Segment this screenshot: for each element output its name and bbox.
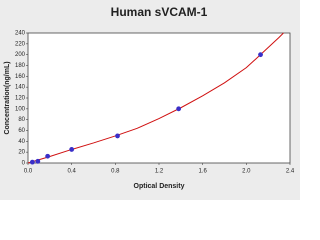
y-tick-label: 180 [15,63,26,69]
fit-curve [27,32,284,164]
x-tick-label: 1.6 [198,169,207,175]
chart-title: Human sVCAM-1 [111,5,208,19]
x-tick-label: 0.0 [24,169,33,175]
y-tick-label: 100 [15,106,26,112]
data-point [35,158,41,164]
x-tick-label: 1.2 [155,169,164,175]
y-tick-label: 80 [18,117,25,123]
data-point [45,153,51,159]
x-axis-label: Optical Density [134,183,185,190]
y-tick-label: 220 [15,41,26,47]
plot-area [27,32,291,164]
data-point [69,147,75,152]
y-tick-label: 60 [18,128,25,134]
y-axis-label: Concentration(ng/mL) [4,61,11,134]
x-tick-label: 0.8 [111,169,120,175]
y-tick-label: 0 [22,161,26,167]
y-tick-label: 240 [15,31,26,37]
x-tick-label: 2.4 [286,169,295,175]
y-tick-label: 200 [15,52,26,58]
y-tick-label: 140 [15,85,26,91]
data-point [115,133,120,139]
y-tick-label: 120 [15,96,26,102]
y-tick-label: 160 [15,74,26,80]
x-tick-label: 0.4 [67,169,76,175]
data-point [29,159,35,165]
x-tick-label: 2.0 [242,169,251,175]
data-point [176,106,182,112]
y-tick-label: 20 [18,150,25,156]
y-tick-label: 40 [18,139,25,145]
chart: Human sVCAM-1 Optical Density Concentrat… [0,0,300,200]
data-point [258,52,263,58]
